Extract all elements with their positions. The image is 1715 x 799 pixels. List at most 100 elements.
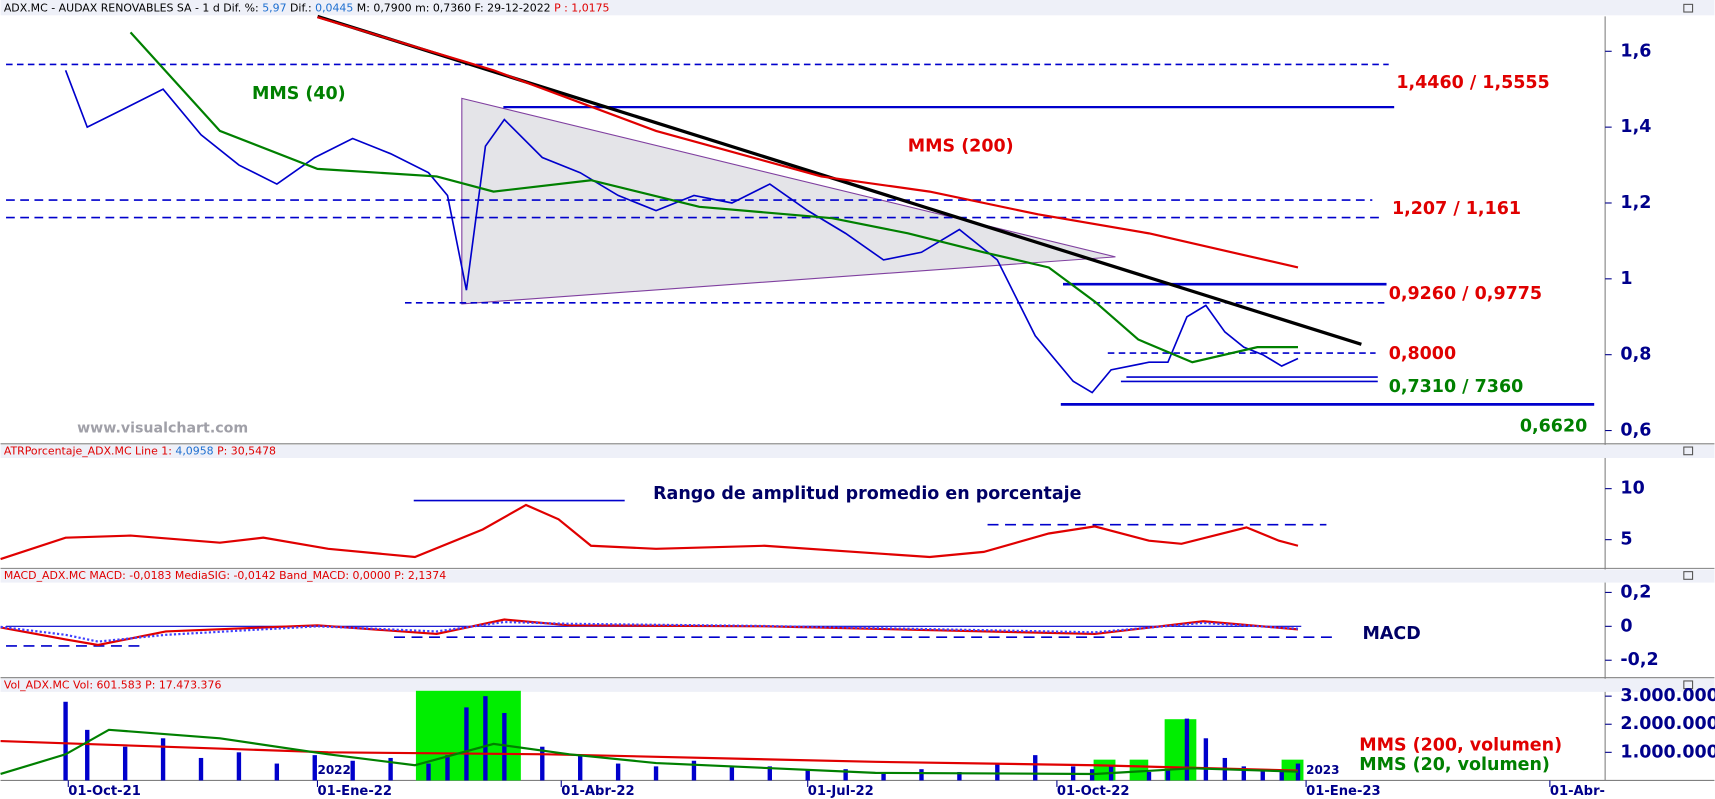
trend-line [317,14,1362,346]
header-bar [0,444,1715,458]
volume-bar [160,738,166,781]
y-tick-label: 0 [1620,616,1632,636]
header-part: Dif.: [287,2,316,15]
triangle [461,97,1116,305]
header-bar [0,0,1715,16]
volume-bar [919,769,924,781]
header-part: ADX.MC - AUDAX RENOVABLES SA - 1 d Dif. … [4,2,262,15]
volume-bar [274,763,280,781]
y-tick-label: 0,2 [1620,582,1651,602]
volume-bar [843,769,848,781]
header-bar [0,678,1715,692]
header-part: P : 1,0175 [554,2,609,15]
annotation: 0,8000 [1389,344,1456,364]
year-label: 2023 [1306,763,1339,777]
header-part: MACD_ADX.MC MACD: -0,0183 MediaSIG: -0,0… [4,569,446,582]
x-tick-label: 01-Abr-22 [561,784,634,799]
annotation: MACD [1362,624,1420,644]
header-part: 5,97 [262,2,286,15]
series-label: MMS (40) [252,84,346,104]
volume-bar [122,746,128,781]
x-tick-label: 01-Oct-21 [68,784,141,799]
series-line [317,16,1299,269]
y-tick-label: 1,2 [1620,193,1651,213]
x-tick-label: 01-Abr- [1550,784,1605,799]
header-part: M: 0,7900 m: 0,7360 F: 29-12-2022 [353,2,554,15]
volume-bar [464,707,469,781]
volume-bar [540,746,545,781]
volume-bar [805,769,810,781]
annotation: 1,4460 / 1,5555 [1396,73,1549,93]
x-tick-label: 01-Ene-22 [317,784,392,799]
annotation: 0,6620 [1520,416,1587,436]
volume-bar [729,766,735,781]
x-tick-label: 01-Ene-23 [1306,784,1381,799]
y-tick-label: 1 [1620,269,1632,289]
annotation: 0,9260 / 0,9775 [1389,284,1542,304]
volume-bar [957,771,962,781]
volume-bar [445,755,450,781]
panel-header: ADX.MC - AUDAX RENOVABLES SA - 1 d Dif. … [4,2,610,15]
volume-bar [1241,766,1246,781]
volume-bar [85,729,90,781]
drawings [6,14,1595,647]
y-tick-label: 1,6 [1620,41,1651,61]
series-line [0,739,1299,772]
volume-bar [312,755,317,781]
x-tick-label: 01-Oct-22 [1057,784,1130,799]
volume-bar [1279,771,1284,781]
volume-bar [615,763,621,781]
volume-bar [995,763,1000,781]
y-tick-label: -0,2 [1620,650,1658,670]
volume-bar [236,752,242,781]
y-tick-label: 3.000.000 [1620,686,1715,706]
header-part: 4,0958 [175,444,213,457]
y-tick-label: 10 [1620,479,1644,499]
panel-header: ATRPorcentaje_ADX.MC Line 1: 4,0958 P: 3… [4,444,276,457]
highlight [1129,759,1149,781]
volume-bar [198,757,204,781]
series-line [0,620,1299,643]
volume-bar [767,766,772,781]
series-line [0,503,1299,561]
series-label: MMS (200, volumen) [1359,735,1562,755]
panel-header: MACD_ADX.MC MACD: -0,0183 MediaSIG: -0,0… [4,569,446,582]
annotation: 1,207 / 1,161 [1392,199,1521,219]
volume-bar [578,755,583,781]
volume-bar [1260,769,1265,781]
series-line [129,31,1298,364]
volume-bar [691,760,697,781]
annotation: www.visualchart.com [77,420,248,436]
window-button [1683,3,1694,13]
header-part: 0,0445 [315,2,353,15]
series-label: MMS (20, volumen) [1359,755,1550,775]
volume-bar [653,766,659,781]
y-tick-label: 2.000.000 [1620,714,1715,734]
volume-bar [350,760,355,781]
volume-bar [388,757,393,781]
y-tick-label: 5 [1620,530,1632,550]
volume-bar [63,701,68,781]
series-line [0,728,1299,776]
volume-bar [1165,769,1171,781]
y-tick-label: 1,4 [1620,117,1651,137]
x-tick-label: 01-Jul-22 [808,784,874,799]
volume-bar [1184,718,1190,781]
series-line [64,69,1299,394]
year-label: 2022 [317,763,350,777]
volume-bar [1203,738,1209,781]
header-bar [0,569,1715,583]
series-label: MMS (200) [908,136,1014,156]
volume-bar [483,696,488,781]
volume-bar [502,713,507,781]
panel-frames [0,0,1715,781]
header-part: P: 30,5478 [214,444,276,457]
volume-bar [1033,755,1038,781]
volume-bar [1146,771,1152,781]
annotation: Rango de amplitud promedio en porcentaje [653,484,1081,504]
volume-bar [881,771,886,781]
header-part: Vol_ADX.MC Vol: 601.583 P: 17.473.376 [4,678,222,691]
header-part: ATRPorcentaje_ADX.MC Line 1: [4,444,176,457]
